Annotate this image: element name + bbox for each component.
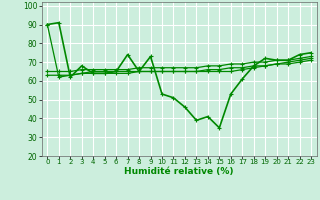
X-axis label: Humidité relative (%): Humidité relative (%): [124, 167, 234, 176]
